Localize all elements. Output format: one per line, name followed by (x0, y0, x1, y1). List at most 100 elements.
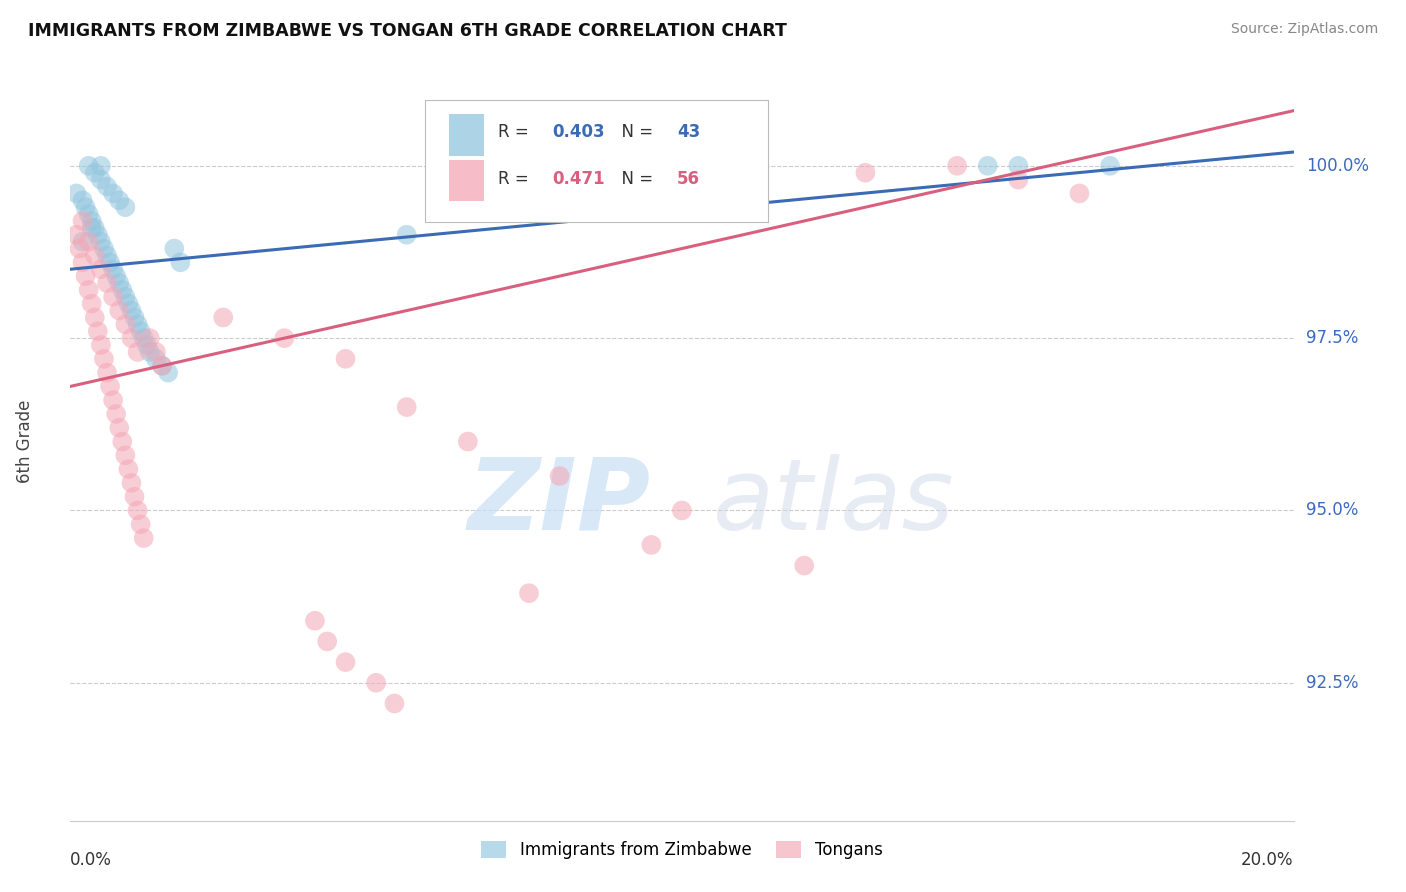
Text: 100.0%: 100.0% (1306, 157, 1369, 175)
Point (517, 586, 540, 600)
Text: ZIP: ZIP (468, 454, 651, 550)
Point (108, 194, 131, 208)
Text: N =: N = (612, 123, 658, 141)
Point (129, 324, 152, 338)
Point (96, 366, 118, 380)
Point (72, 214, 94, 228)
Point (75, 200, 97, 214)
Point (793, 558, 815, 573)
Point (548, 469, 571, 483)
Point (111, 283, 134, 297)
Point (77, 235, 100, 249)
Text: Source: ZipAtlas.com: Source: ZipAtlas.com (1230, 22, 1378, 37)
FancyBboxPatch shape (425, 100, 768, 221)
Point (90, 159, 112, 173)
Point (111, 434, 134, 449)
Point (157, 366, 180, 380)
Point (132, 531, 155, 545)
Point (98, 255, 121, 269)
Point (127, 503, 149, 517)
Point (124, 490, 146, 504)
Point (1069, 186, 1091, 201)
Point (121, 303, 143, 318)
Point (1099, 159, 1122, 173)
Point (96, 276, 118, 290)
Text: atlas: atlas (713, 454, 955, 550)
Point (105, 269, 128, 284)
Point (132, 331, 155, 345)
Point (77, 283, 100, 297)
Text: IMMIGRANTS FROM ZIMBABWE VS TONGAN 6TH GRADE CORRELATION CHART: IMMIGRANTS FROM ZIMBABWE VS TONGAN 6TH G… (28, 22, 787, 40)
Point (72, 235, 94, 249)
Point (139, 345, 162, 359)
Point (488, 194, 510, 208)
Point (101, 290, 124, 304)
Text: 92.5%: 92.5% (1306, 673, 1358, 692)
FancyBboxPatch shape (450, 160, 484, 202)
Point (395, 400, 418, 414)
Point (124, 310, 146, 325)
Point (80, 296, 103, 310)
Point (90, 235, 112, 249)
Point (72, 194, 94, 208)
Point (105, 407, 128, 421)
Text: N =: N = (612, 170, 658, 188)
Text: 56: 56 (678, 170, 700, 188)
Point (457, 434, 479, 449)
Point (75, 269, 97, 284)
Point (169, 255, 191, 269)
Text: 0.0%: 0.0% (70, 851, 112, 869)
Point (121, 331, 143, 345)
Point (90, 262, 112, 277)
Point (145, 351, 167, 366)
Point (150, 359, 173, 373)
Point (114, 200, 136, 214)
Point (77, 159, 100, 173)
Point (855, 166, 877, 180)
Point (93, 351, 115, 366)
Point (98, 379, 121, 393)
Text: 0.471: 0.471 (553, 170, 605, 188)
Point (395, 227, 418, 242)
Point (273, 331, 295, 345)
Point (83, 166, 105, 180)
Point (101, 262, 124, 277)
Point (108, 421, 131, 435)
Point (72, 255, 94, 269)
Point (80, 214, 103, 228)
Point (83, 310, 105, 325)
Point (83, 220, 105, 235)
Point (121, 475, 143, 490)
Legend: Immigrants from Zimbabwe, Tongans: Immigrants from Zimbabwe, Tongans (475, 834, 889, 865)
Point (150, 359, 173, 373)
Point (101, 186, 124, 201)
Point (946, 159, 969, 173)
Point (101, 393, 124, 408)
Point (114, 318, 136, 332)
Point (114, 448, 136, 462)
Point (65, 227, 87, 242)
Point (1007, 159, 1029, 173)
Point (366, 675, 388, 690)
Point (90, 172, 112, 186)
Point (640, 538, 662, 552)
Point (335, 655, 357, 669)
Point (127, 318, 149, 332)
Point (80, 220, 103, 235)
Point (304, 614, 326, 628)
Point (96, 179, 118, 194)
Text: 97.5%: 97.5% (1306, 329, 1358, 347)
Point (69, 242, 91, 256)
Point (117, 462, 139, 476)
FancyBboxPatch shape (450, 114, 484, 156)
Text: 20.0%: 20.0% (1241, 851, 1294, 869)
Point (87, 227, 110, 242)
Point (316, 634, 339, 648)
Point (135, 338, 157, 352)
Point (671, 503, 693, 517)
Point (384, 697, 406, 711)
Point (65, 186, 87, 201)
Text: R =: R = (499, 170, 534, 188)
Point (83, 248, 105, 262)
Point (163, 242, 186, 256)
